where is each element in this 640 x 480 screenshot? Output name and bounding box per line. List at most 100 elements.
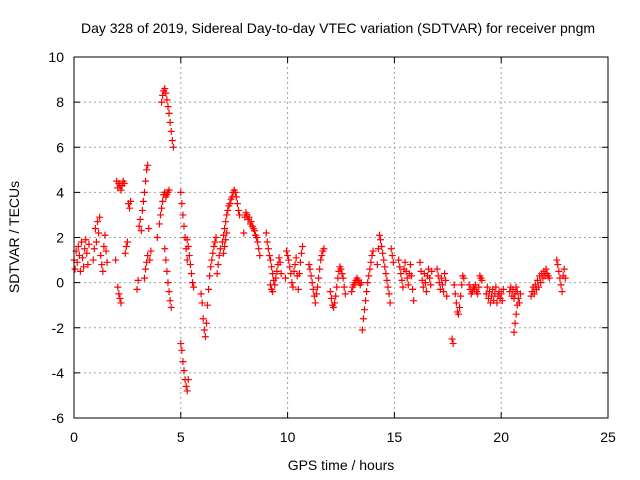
data-point (210, 243, 218, 251)
data-point (165, 288, 173, 296)
data-point (451, 290, 459, 298)
data-point (365, 272, 373, 280)
data-point (205, 285, 213, 293)
data-point (384, 283, 392, 291)
data-point (183, 236, 191, 244)
x-axis-label: GPS time / hours (288, 457, 395, 473)
data-point (309, 285, 317, 293)
x-tick-label: 10 (280, 429, 296, 445)
data-point (101, 231, 109, 239)
data-point (89, 256, 97, 264)
data-point (213, 270, 221, 278)
data-point (179, 211, 187, 219)
data-point (83, 249, 91, 257)
data-point (164, 103, 172, 111)
data-point (159, 197, 167, 205)
data-point (112, 256, 120, 264)
data-point (267, 256, 275, 264)
data-point (330, 303, 338, 311)
data-point (403, 274, 411, 282)
y-tick-label: 10 (48, 49, 64, 65)
data-point (399, 283, 407, 291)
data-point (245, 213, 253, 221)
data-point (465, 281, 473, 289)
data-point (167, 303, 175, 311)
data-point (222, 236, 230, 244)
data-point (220, 249, 228, 257)
data-point (367, 258, 375, 266)
data-point (560, 265, 568, 273)
data-point (262, 229, 270, 237)
data-point (333, 283, 341, 291)
data-point (456, 303, 464, 311)
data-point (288, 279, 296, 287)
data-point (497, 290, 505, 298)
data-point (216, 245, 224, 253)
y-tick-label: -2 (52, 320, 65, 336)
data-point (537, 279, 545, 287)
data-point (483, 283, 491, 291)
chart-title: Day 328 of 2019, Sidereal Day-to-day VTE… (81, 20, 595, 36)
data-point (207, 263, 215, 271)
data-point (357, 279, 365, 287)
data-point (254, 238, 262, 246)
data-point (449, 340, 457, 348)
data-point (306, 265, 314, 273)
data-point (443, 292, 451, 300)
data-point (142, 177, 150, 185)
x-tick-label: 20 (493, 429, 509, 445)
data-point (368, 252, 376, 260)
data-point (137, 227, 145, 235)
data-point (498, 297, 506, 305)
data-point (433, 265, 441, 273)
data-point (457, 292, 465, 300)
data-point (102, 247, 110, 255)
data-point (379, 249, 387, 257)
data-point (263, 238, 271, 246)
data-point (296, 258, 304, 266)
data-point (90, 245, 98, 253)
data-point (96, 213, 104, 221)
data-point (338, 270, 346, 278)
data-point (180, 222, 188, 230)
data-point (511, 319, 519, 327)
data-point (92, 238, 100, 246)
data-point (315, 274, 323, 282)
data-point (341, 290, 349, 298)
data-point (311, 299, 319, 307)
data-point (211, 238, 219, 246)
data-point (396, 263, 404, 271)
data-point (178, 200, 186, 208)
data-point (165, 186, 173, 194)
data-point (200, 326, 208, 334)
data-point (545, 274, 553, 282)
data-point (398, 276, 406, 284)
data-point (369, 247, 377, 255)
data-point (162, 256, 170, 264)
data-point (530, 290, 538, 298)
data-point (140, 188, 148, 196)
data-point (359, 315, 367, 323)
data-points (70, 85, 569, 395)
data-point (404, 281, 412, 289)
data-point (178, 346, 186, 354)
data-point (222, 218, 230, 226)
data-point (121, 249, 129, 257)
data-point (478, 276, 486, 284)
data-point (114, 283, 122, 291)
data-point (184, 243, 192, 251)
data-point (269, 288, 277, 296)
data-point (198, 299, 206, 307)
data-point (557, 281, 565, 289)
data-point (153, 234, 161, 241)
data-point (283, 247, 291, 255)
data-point (103, 258, 111, 266)
data-point (165, 109, 173, 117)
data-point (426, 274, 434, 282)
data-point (448, 335, 456, 343)
data-point (316, 265, 324, 273)
data-point (512, 283, 520, 291)
data-point (250, 227, 258, 235)
data-point (362, 297, 370, 305)
data-point (297, 249, 305, 257)
